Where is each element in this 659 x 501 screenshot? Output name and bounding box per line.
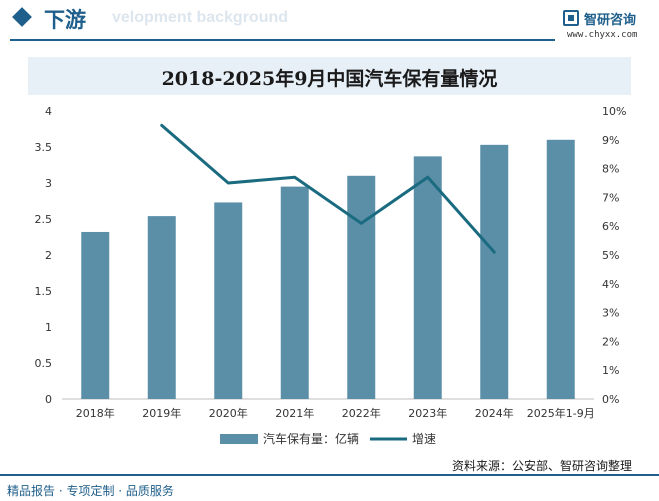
bar <box>347 175 376 399</box>
logo-name: 智研咨询 <box>584 13 637 28</box>
source-note: 资料来源：公安部、智研咨询整理 <box>452 459 633 473</box>
y-right-tick-label: 1% <box>602 364 619 377</box>
y-right-tick-label: 3% <box>602 307 619 320</box>
bar <box>81 231 110 399</box>
y-right-tick-label: 2% <box>602 335 619 348</box>
line-series <box>160 123 496 254</box>
header: 下游 velopment background 智研咨询 www.chyxx.c… <box>0 0 659 50</box>
bar <box>280 186 309 399</box>
y-right-tick-label: 9% <box>602 134 619 147</box>
x-tick-label: 2022年 <box>342 406 381 420</box>
y-left-tick-label: 3.5 <box>35 141 53 154</box>
logo-url: www.chyxx.com <box>567 30 638 40</box>
chart-title: 2018-2025年9月中国汽车保有量情况 <box>161 68 498 90</box>
legend-swatch-bar <box>220 434 258 444</box>
logo-icon <box>563 10 579 26</box>
bar <box>147 216 176 399</box>
x-tick-label: 2024年 <box>475 406 514 420</box>
header-watermark-text: velopment background <box>112 9 289 26</box>
footer-divider <box>0 474 659 476</box>
legend-label-bar: 汽车保有量：亿辆 <box>263 431 359 446</box>
x-tick-label: 2025年1-9月 <box>527 406 595 420</box>
y-right-tick-label: 10% <box>602 105 626 118</box>
y-left-tick-label: 1.5 <box>35 285 53 298</box>
x-tick-label: 2021年 <box>275 406 314 420</box>
bar <box>546 139 575 400</box>
y-left-tick-label: 4 <box>45 105 52 118</box>
y-right-tick-label: 7% <box>602 191 619 204</box>
header-divider <box>10 39 555 41</box>
y-right-tick-label: 4% <box>602 278 619 291</box>
bar <box>480 144 509 399</box>
y-left-tick-label: 3 <box>45 177 52 190</box>
y-left-tick-label: 2.5 <box>35 213 53 226</box>
y-right-tick-label: 6% <box>602 220 619 233</box>
y-right-tick-label: 0% <box>602 393 619 406</box>
y-left-tick-label: 0 <box>45 393 52 406</box>
x-tick-label: 2018年 <box>76 406 115 420</box>
footer-tagline: 精品报告 · 专项定制 · 品质服务 <box>7 484 174 498</box>
legend-label-line: 增速 <box>412 432 436 446</box>
x-tick-label: 2020年 <box>209 406 248 420</box>
y-left-tick-label: 1 <box>45 321 52 334</box>
x-tick-label: 2019年 <box>142 406 181 420</box>
y-left-tick-label: 2 <box>45 249 52 262</box>
section-title: 下游 <box>44 8 86 32</box>
bar <box>413 156 442 399</box>
y-right-tick-label: 5% <box>602 249 619 262</box>
x-tick-label: 2023年 <box>408 406 447 420</box>
title-band <box>28 57 631 95</box>
y-right-tick-label: 8% <box>602 163 619 176</box>
bar <box>214 202 243 399</box>
y-left-tick-label: 0.5 <box>35 357 53 370</box>
